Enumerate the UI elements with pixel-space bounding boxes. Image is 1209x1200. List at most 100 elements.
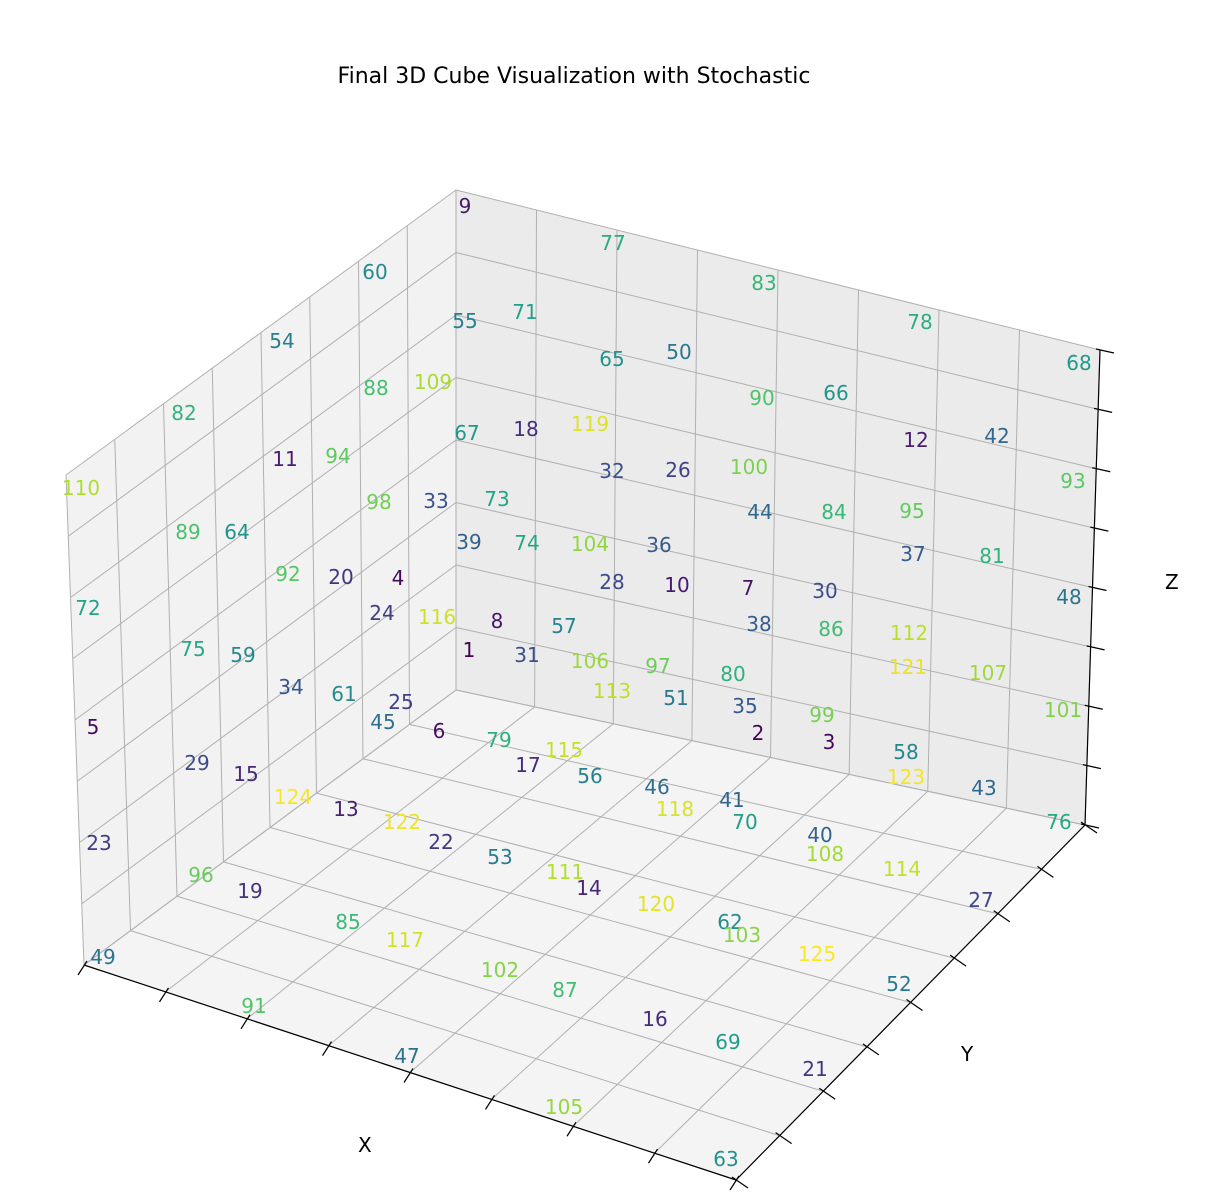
data-point-label: 47 bbox=[394, 1044, 419, 1068]
data-point-label: 124 bbox=[274, 785, 312, 809]
data-point-label: 110 bbox=[62, 476, 100, 500]
data-point-label: 34 bbox=[278, 675, 303, 699]
data-point-label: 109 bbox=[414, 370, 452, 394]
data-point-label: 117 bbox=[386, 928, 424, 952]
data-point-label: 113 bbox=[593, 679, 631, 703]
data-point-label: 93 bbox=[1060, 469, 1085, 493]
data-point-label: 52 bbox=[886, 972, 911, 996]
data-point-label: 53 bbox=[487, 845, 512, 869]
data-point-label: 58 bbox=[893, 740, 918, 764]
data-point-label: 7 bbox=[742, 576, 755, 600]
data-point-label: 98 bbox=[366, 490, 391, 514]
data-point-label: 9 bbox=[459, 194, 472, 218]
data-point-label: 80 bbox=[720, 662, 745, 686]
data-point-label: 60 bbox=[362, 260, 387, 284]
y-axis-tick bbox=[1080, 821, 1098, 834]
data-point-label: 91 bbox=[241, 994, 266, 1018]
data-point-label: 123 bbox=[887, 765, 925, 789]
z-axis-tick bbox=[1093, 407, 1113, 413]
floor-gridline bbox=[409, 723, 1042, 870]
data-point-label: 61 bbox=[331, 682, 356, 706]
z-axis-tick bbox=[1088, 585, 1107, 592]
chart-title: Final 3D Cube Visualization with Stochas… bbox=[337, 64, 811, 89]
data-point-label: 45 bbox=[370, 710, 395, 734]
data-point-label: 73 bbox=[484, 487, 509, 511]
data-point-label: 55 bbox=[452, 309, 477, 333]
data-point-label: 33 bbox=[423, 489, 448, 513]
wall-gridline bbox=[309, 296, 317, 794]
data-point-label: 41 bbox=[719, 788, 744, 812]
z-axis-tick bbox=[1095, 348, 1115, 354]
data-point-label: 4 bbox=[392, 566, 405, 590]
data-point-label: 67 bbox=[454, 421, 479, 445]
data-point-label: 122 bbox=[383, 810, 421, 834]
data-point-label: 57 bbox=[551, 614, 576, 638]
data-point-label: 27 bbox=[968, 888, 993, 912]
data-point-label: 30 bbox=[812, 579, 837, 603]
data-point-label: 66 bbox=[823, 381, 848, 405]
wall-gridline bbox=[72, 377, 457, 660]
y-axis-tick bbox=[906, 999, 923, 1011]
data-point-label: 96 bbox=[188, 863, 213, 887]
data-point-label: 100 bbox=[730, 455, 768, 479]
x-axis-tick bbox=[403, 1068, 414, 1083]
z-axis-tick bbox=[1084, 704, 1103, 710]
z-axis-tick bbox=[1090, 526, 1109, 532]
data-point-label: 83 bbox=[751, 271, 776, 295]
data-point-label: 16 bbox=[642, 1007, 667, 1031]
back-right-pane bbox=[456, 190, 1100, 825]
data-point-label: 51 bbox=[663, 686, 688, 710]
data-point-label: 111 bbox=[546, 860, 584, 884]
wall-gridline bbox=[358, 261, 364, 759]
data-point-label: 43 bbox=[971, 776, 996, 800]
data-point-label: 75 bbox=[180, 637, 205, 661]
wall-gridline bbox=[455, 377, 1095, 529]
data-point-label: 10 bbox=[664, 573, 689, 597]
data-point-label: 107 bbox=[969, 661, 1007, 685]
data-point-label: 104 bbox=[571, 532, 609, 556]
data-point-label: 106 bbox=[571, 649, 609, 673]
data-point-label: 37 bbox=[900, 542, 925, 566]
data-point-label: 13 bbox=[333, 797, 358, 821]
data-point-label: 25 bbox=[388, 690, 413, 714]
y-axis-tick bbox=[949, 954, 967, 967]
data-point-label: 112 bbox=[890, 621, 928, 645]
floor-gridline bbox=[362, 758, 998, 915]
data-point-label: 17 bbox=[515, 753, 540, 777]
data-point-label: 18 bbox=[513, 417, 538, 441]
wall-gridline bbox=[848, 289, 859, 775]
data-point-label: 76 bbox=[1046, 810, 1071, 834]
data-point-label: 84 bbox=[821, 500, 846, 524]
data-point-label: 120 bbox=[637, 892, 675, 916]
data-point-label: 81 bbox=[979, 544, 1004, 568]
wall-gridline bbox=[67, 252, 457, 537]
data-point-label: 29 bbox=[184, 751, 209, 775]
data-point-label: 64 bbox=[224, 520, 249, 544]
data-point-label: 78 bbox=[907, 310, 932, 334]
x-axis-label: X bbox=[358, 1133, 372, 1157]
wall-gridline bbox=[70, 314, 457, 598]
data-point-label: 97 bbox=[645, 654, 670, 678]
floor-gridline bbox=[316, 792, 955, 959]
data-point-label: 95 bbox=[899, 499, 924, 523]
data-point-label: 116 bbox=[418, 605, 456, 629]
data-point-label: 94 bbox=[325, 444, 350, 468]
data-point-label: 36 bbox=[646, 533, 671, 557]
data-point-label: 44 bbox=[747, 500, 772, 524]
data-point-label: 32 bbox=[599, 459, 624, 483]
data-point-label: 68 bbox=[1066, 351, 1091, 375]
data-point-label: 102 bbox=[481, 958, 519, 982]
data-point-label: 99 bbox=[809, 703, 834, 727]
data-point-label: 63 bbox=[713, 1147, 738, 1171]
data-point-label: 46 bbox=[644, 775, 669, 799]
data-point-label: 105 bbox=[545, 1095, 583, 1119]
data-point-label: 114 bbox=[883, 857, 921, 881]
floor-gridline bbox=[455, 689, 1086, 826]
floor-gridline bbox=[269, 827, 911, 1003]
x-axis-tick bbox=[240, 1014, 251, 1030]
y-axis-tick bbox=[731, 1176, 749, 1189]
data-point-label: 14 bbox=[576, 876, 601, 900]
data-point-label: 48 bbox=[1056, 585, 1081, 609]
